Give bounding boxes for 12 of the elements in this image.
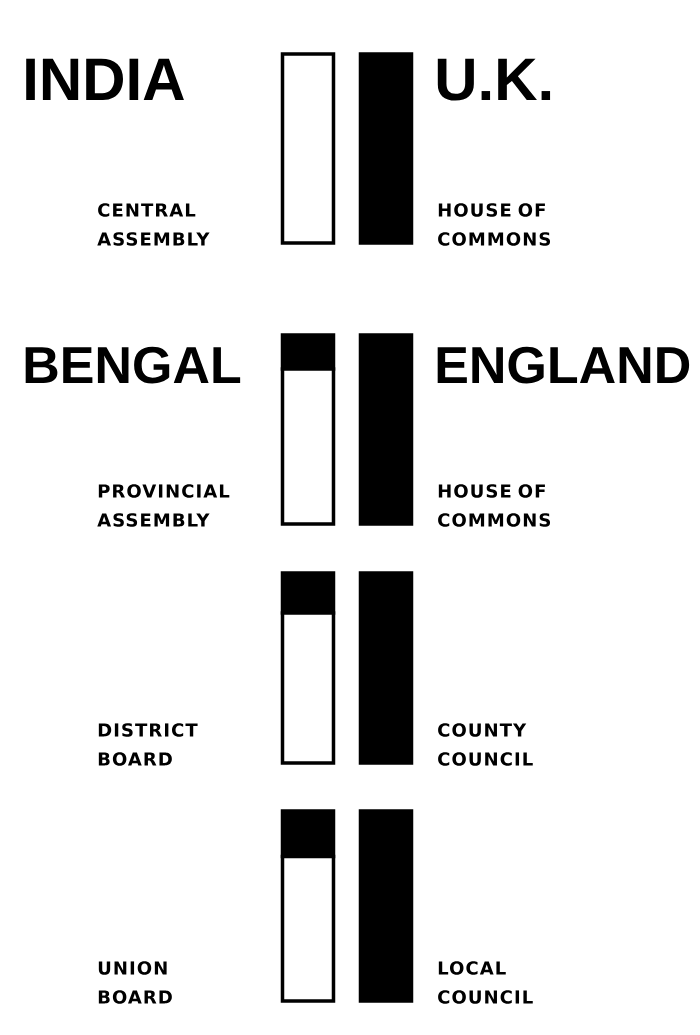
x-tick-label: HOUSE OF COMMONS xyxy=(438,203,551,246)
x-tick-label: CENTRAL ASSEMBLY xyxy=(97,203,210,246)
x-tick-label: DISTRICT BOARD xyxy=(98,723,198,766)
x-tick-label: COUNTY COUNCIL xyxy=(438,723,533,766)
x-tick-label: PROVINCIAL ASSEMBLY xyxy=(97,484,230,527)
x-tick-label: HOUSE OF COMMONS xyxy=(438,484,551,527)
x-tick-label: UNION BOARD xyxy=(98,961,172,1004)
annotation: ENGLAND xyxy=(437,346,690,384)
annotation: BENGAL xyxy=(25,346,241,384)
annotation: U.K. xyxy=(437,58,551,101)
annotation: INDIA xyxy=(26,58,184,100)
x-tick-label: LOCAL COUNCIL xyxy=(438,961,533,1004)
